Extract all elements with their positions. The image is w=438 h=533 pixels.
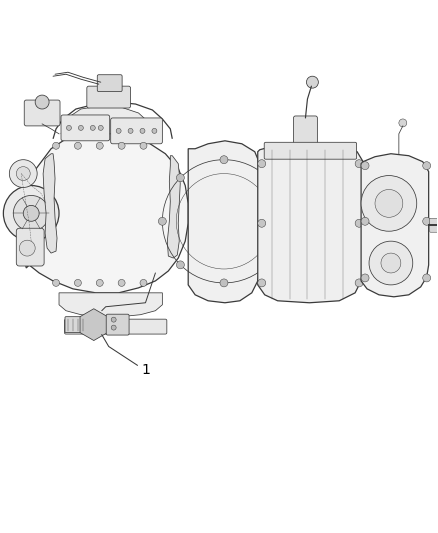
Circle shape bbox=[35, 95, 49, 109]
FancyBboxPatch shape bbox=[65, 317, 89, 333]
Polygon shape bbox=[167, 156, 180, 258]
Circle shape bbox=[96, 142, 103, 149]
Circle shape bbox=[220, 279, 228, 287]
Circle shape bbox=[111, 317, 116, 322]
Circle shape bbox=[152, 128, 157, 133]
Circle shape bbox=[375, 190, 403, 217]
FancyBboxPatch shape bbox=[16, 228, 44, 266]
Circle shape bbox=[307, 76, 318, 88]
Circle shape bbox=[140, 279, 147, 286]
Circle shape bbox=[258, 160, 266, 168]
Circle shape bbox=[98, 125, 103, 131]
Circle shape bbox=[355, 279, 363, 287]
Circle shape bbox=[264, 174, 272, 182]
Circle shape bbox=[423, 217, 431, 225]
FancyBboxPatch shape bbox=[293, 116, 318, 150]
Polygon shape bbox=[43, 154, 57, 253]
FancyBboxPatch shape bbox=[61, 115, 110, 141]
Polygon shape bbox=[21, 132, 188, 293]
FancyBboxPatch shape bbox=[430, 219, 438, 232]
Circle shape bbox=[67, 125, 71, 131]
Circle shape bbox=[355, 219, 363, 227]
Circle shape bbox=[159, 217, 166, 225]
Polygon shape bbox=[258, 144, 363, 303]
Polygon shape bbox=[361, 154, 429, 297]
Circle shape bbox=[220, 156, 228, 164]
Circle shape bbox=[355, 160, 363, 168]
Circle shape bbox=[19, 240, 35, 256]
FancyBboxPatch shape bbox=[264, 142, 357, 159]
Circle shape bbox=[282, 217, 290, 225]
Text: 1: 1 bbox=[141, 364, 150, 377]
Circle shape bbox=[118, 142, 125, 149]
FancyBboxPatch shape bbox=[24, 100, 60, 126]
Circle shape bbox=[423, 161, 431, 169]
FancyBboxPatch shape bbox=[64, 319, 167, 334]
Circle shape bbox=[361, 274, 369, 282]
Circle shape bbox=[111, 325, 116, 330]
Circle shape bbox=[74, 279, 81, 286]
FancyBboxPatch shape bbox=[97, 75, 122, 92]
FancyBboxPatch shape bbox=[106, 314, 129, 335]
Circle shape bbox=[140, 128, 145, 133]
Circle shape bbox=[74, 142, 81, 149]
Circle shape bbox=[13, 196, 49, 231]
Circle shape bbox=[118, 279, 125, 286]
Circle shape bbox=[369, 241, 413, 285]
Circle shape bbox=[177, 261, 184, 269]
Circle shape bbox=[128, 128, 133, 133]
Circle shape bbox=[16, 167, 30, 181]
Circle shape bbox=[23, 205, 39, 221]
Circle shape bbox=[361, 217, 369, 225]
Circle shape bbox=[53, 142, 60, 149]
Circle shape bbox=[399, 119, 407, 127]
Circle shape bbox=[9, 160, 37, 188]
Polygon shape bbox=[188, 141, 260, 303]
Circle shape bbox=[4, 185, 59, 241]
Circle shape bbox=[90, 125, 95, 131]
Circle shape bbox=[96, 279, 103, 286]
Circle shape bbox=[258, 279, 266, 287]
FancyBboxPatch shape bbox=[87, 86, 131, 108]
Polygon shape bbox=[61, 106, 155, 134]
Polygon shape bbox=[59, 293, 162, 317]
Circle shape bbox=[177, 174, 184, 182]
FancyBboxPatch shape bbox=[111, 118, 162, 144]
Circle shape bbox=[361, 161, 369, 169]
Circle shape bbox=[381, 253, 401, 273]
Polygon shape bbox=[80, 309, 108, 341]
Circle shape bbox=[116, 128, 121, 133]
Circle shape bbox=[258, 219, 266, 227]
Circle shape bbox=[361, 175, 417, 231]
Circle shape bbox=[78, 125, 83, 131]
Circle shape bbox=[53, 279, 60, 286]
Circle shape bbox=[264, 261, 272, 269]
Circle shape bbox=[140, 142, 147, 149]
Circle shape bbox=[423, 274, 431, 282]
